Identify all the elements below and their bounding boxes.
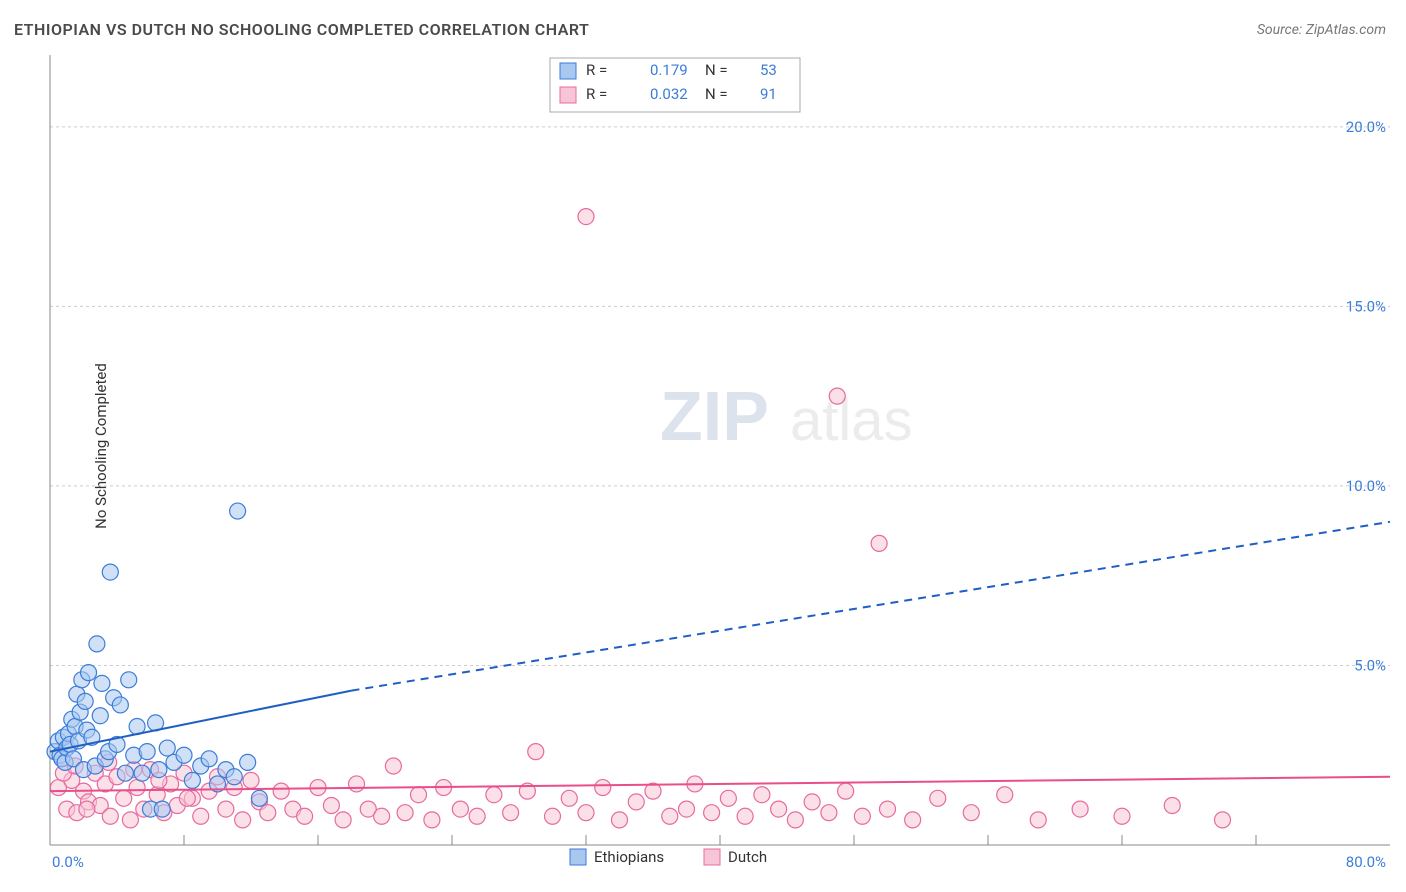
svg-text:20.0%: 20.0% (1346, 118, 1386, 136)
svg-text:R =: R = (586, 61, 607, 79)
svg-text:atlas: atlas (790, 388, 913, 453)
svg-text:ZIP: ZIP (660, 377, 769, 455)
svg-text:0.179: 0.179 (650, 61, 688, 79)
svg-text:91: 91 (760, 85, 777, 103)
svg-text:10.0%: 10.0% (1346, 477, 1386, 495)
svg-text:5.0%: 5.0% (1354, 656, 1386, 674)
svg-text:N =: N = (705, 85, 728, 103)
svg-text:80.0%: 80.0% (1346, 853, 1386, 871)
svg-text:N =: N = (705, 61, 728, 79)
svg-text:15.0%: 15.0% (1346, 297, 1386, 315)
svg-text:0.0%: 0.0% (52, 853, 84, 871)
svg-text:53: 53 (760, 61, 777, 79)
svg-text:Dutch: Dutch (728, 848, 767, 866)
svg-text:0.032: 0.032 (650, 85, 688, 103)
svg-text:Ethiopians: Ethiopians (594, 848, 664, 866)
correlation-chart: 5.0% 10.0% 15.0% 20.0% 0.0% 80.0% ZIP atlas R = 0… (0, 0, 1406, 892)
svg-text:R =: R = (586, 85, 607, 103)
